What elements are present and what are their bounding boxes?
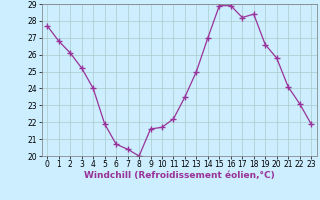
X-axis label: Windchill (Refroidissement éolien,°C): Windchill (Refroidissement éolien,°C) [84,171,275,180]
